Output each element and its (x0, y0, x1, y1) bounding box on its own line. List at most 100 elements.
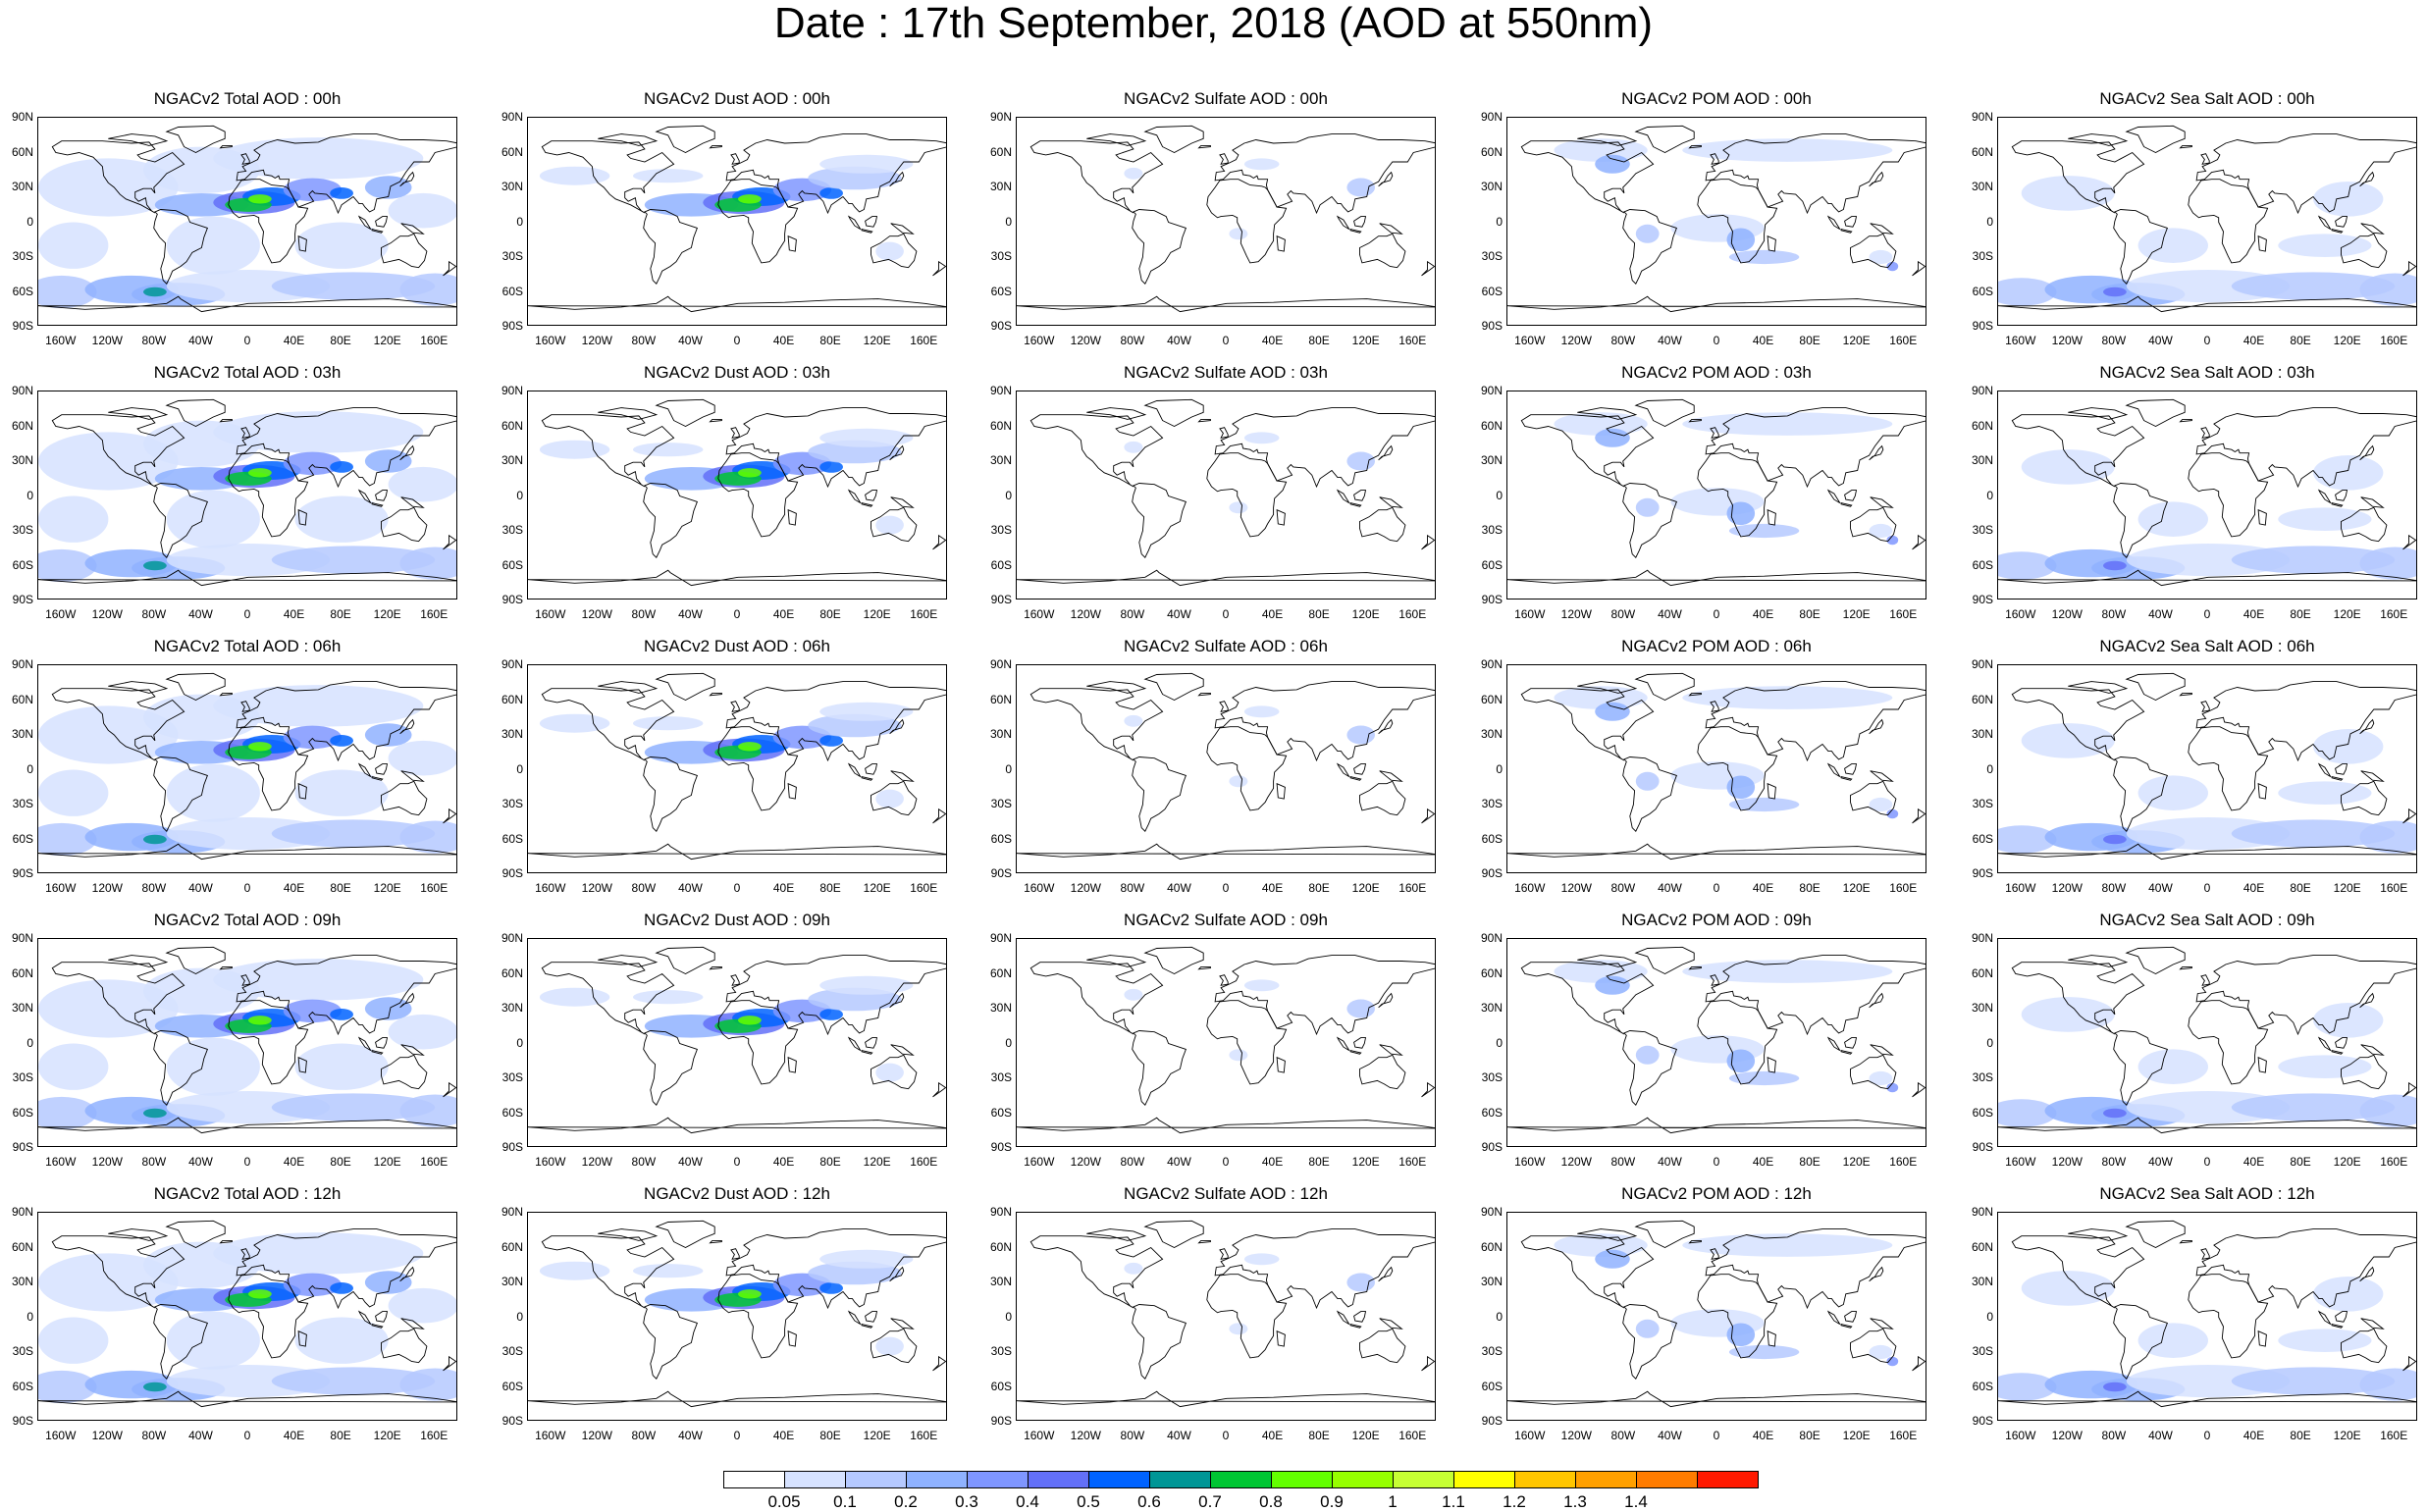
coastline (1622, 209, 1677, 285)
coastline (1017, 1390, 1435, 1408)
coastline (2200, 701, 2210, 712)
lat-tick-label: 60N (501, 144, 523, 159)
colorbar-swatch (1271, 1471, 1333, 1488)
lon-tick-label: 120W (91, 1155, 123, 1169)
coastline (219, 418, 233, 423)
lat-tick-label: 0 (1986, 214, 1993, 229)
aod-patch (1229, 228, 1248, 240)
lon-tick-label: 0 (243, 607, 251, 621)
lat-tick-label: 60S (1481, 1379, 1503, 1393)
coastline (890, 223, 915, 235)
aod-patch (283, 1273, 343, 1297)
lat-tick-label: 90S (1972, 593, 1993, 606)
lon-tick-label: 80E (330, 607, 351, 621)
coastline (1214, 133, 1435, 215)
aod-patch (1346, 451, 1375, 471)
coastline (1710, 427, 1719, 439)
lon-tick-label: 40W (1167, 1155, 1191, 1169)
coastline (108, 407, 169, 420)
coastline (399, 992, 415, 1009)
lat-tick-label: 90N (1480, 657, 1503, 671)
lat-tick-label: 30S (1481, 1070, 1503, 1084)
lon-tick-label: 120E (1351, 334, 1380, 347)
lat-tick-label: 0 (26, 761, 33, 776)
coastline (890, 770, 915, 782)
coastline (1697, 452, 1778, 538)
coastline (1379, 1044, 1403, 1056)
aod-patch (294, 1043, 389, 1090)
coastline (1219, 427, 1229, 439)
lat-tick-label: 30S (1481, 797, 1503, 810)
lon-tick-label: 80W (631, 881, 657, 895)
coastline (400, 770, 425, 782)
lat-tick-label: 30S (501, 797, 523, 810)
lat-tick-label: 90S (990, 1140, 1012, 1154)
aod-patch (819, 461, 843, 473)
aod-patch (1595, 154, 1630, 174)
coastline (399, 1266, 415, 1282)
coastline (108, 681, 169, 694)
coastline (865, 490, 878, 501)
colorbar-swatch (845, 1471, 907, 1488)
coastline (240, 1248, 250, 1260)
coastline (730, 427, 740, 439)
coastline (1705, 1228, 1926, 1310)
lon-tick-label: 160W (1024, 1155, 1055, 1169)
panel-title: NGACv2 Dust AOD : 06h (644, 637, 830, 655)
coastline (1349, 229, 1362, 234)
lon-tick-label: 40W (2148, 334, 2173, 347)
lon-tick-label: 80E (1799, 1155, 1820, 1169)
coastline (2125, 1220, 2186, 1249)
aod-patch (2359, 273, 2416, 306)
lon-tick-label: 120E (863, 607, 891, 621)
coastline (1353, 1311, 1367, 1323)
lat-tick-label: 90N (1480, 110, 1503, 124)
coastline (2113, 1304, 2168, 1380)
lat-tick-label: 60N (501, 692, 523, 706)
lon-tick-label: 160E (1889, 1155, 1918, 1169)
lon-tick-label: 0 (2203, 881, 2211, 895)
coastline (865, 1311, 878, 1323)
lat-tick-label: 90N (1971, 110, 1993, 124)
aod-patch (1635, 224, 1660, 243)
aod-map (528, 946, 946, 1134)
coastline (228, 1274, 309, 1359)
map-panel: NGACv2 Sulfate AOD : 12h 90N 60N 30N 0 30S 60S… (990, 1184, 1436, 1442)
coastline (717, 452, 799, 538)
coastline (1912, 534, 1926, 550)
lon-tick-label: 120W (1070, 881, 1101, 895)
coastline (381, 233, 428, 269)
lon-tick-label: 0 (1713, 881, 1720, 895)
lon-tick-label: 0 (1713, 1429, 1720, 1442)
aod-patch (1682, 686, 1893, 709)
panel-title: NGACv2 Sulfate AOD : 00h (1124, 89, 1328, 108)
coastline (399, 718, 415, 735)
coastline (2011, 140, 2145, 214)
lat-tick-label: 30N (1480, 727, 1503, 741)
aod-patch (38, 1317, 109, 1364)
lon-tick-label: 120W (2051, 1155, 2083, 1169)
colorbar-swatch (1453, 1471, 1515, 1488)
aod-patch (1635, 497, 1660, 517)
lat-tick-label: 60N (1971, 692, 1993, 706)
coastline (2317, 215, 2332, 230)
lat-tick-label: 30S (12, 1344, 33, 1358)
coastline (1336, 1036, 1350, 1051)
panel-title: NGACv2 Total AOD : 06h (153, 637, 342, 655)
lat-tick-label: 30N (501, 180, 523, 193)
lon-tick-label: 120W (1070, 607, 1101, 621)
lon-tick-label: 160E (2380, 1155, 2408, 1169)
panel-title: NGACv2 Sulfate AOD : 03h (1124, 363, 1328, 382)
lat-tick-label: 60S (990, 557, 1012, 572)
lat-tick-label: 60S (1481, 1105, 1503, 1120)
lon-tick-label: 160W (535, 334, 566, 347)
coastline (598, 407, 659, 420)
lat-tick-label: 30N (989, 1001, 1012, 1015)
aod-patch (283, 999, 343, 1023)
coastline (2011, 688, 2145, 761)
coastline (2195, 955, 2416, 1036)
coastline (528, 843, 946, 860)
lat-tick-label: 30N (989, 1275, 1012, 1288)
coastline (932, 1081, 946, 1098)
